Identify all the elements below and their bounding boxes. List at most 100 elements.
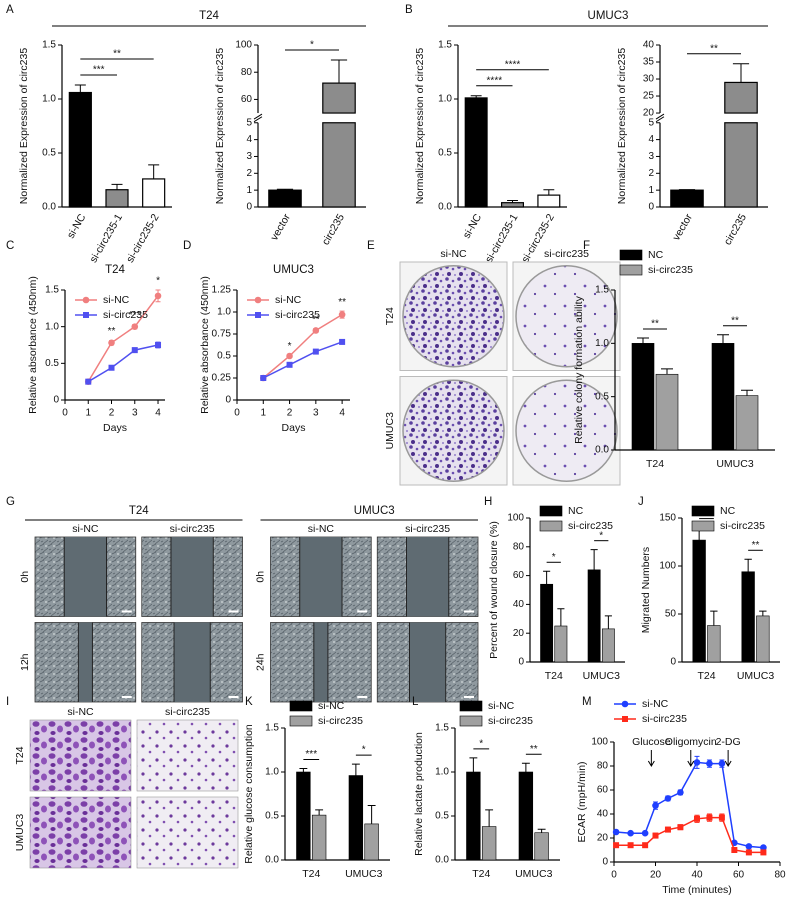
legend-label: si-NC (488, 700, 515, 712)
column-label: si-circ235 (165, 706, 210, 718)
error-bar (485, 809, 494, 827)
y-tick-label: 25 (643, 91, 655, 102)
y-tick-label: 0 (648, 202, 654, 213)
marker (664, 826, 671, 833)
y-tick-label: 5 (648, 117, 654, 128)
y-tick-label: 1.0 (217, 307, 231, 318)
error-bar (717, 334, 729, 344)
y-tick-label: 60 (513, 570, 525, 581)
series-line (87, 344, 159, 383)
legend-swatch (619, 264, 643, 276)
panel-letter: L (412, 696, 419, 708)
bar (296, 771, 311, 861)
y-tick-label: 0.75 (212, 329, 232, 340)
legend-label: si-NC (642, 698, 669, 710)
legend-label: si-NC (103, 294, 130, 306)
x-tick-label: 60 (733, 870, 745, 881)
series-line (262, 313, 343, 379)
x-axis-label: Days (282, 422, 306, 434)
y-tick-label: 0.0 (595, 445, 609, 456)
x-tick-label: 3 (313, 408, 319, 419)
panel-letter: K (245, 696, 253, 708)
y-tick-label: 0.5 (217, 351, 231, 362)
y-tick-label: 1.0 (42, 94, 56, 105)
y-tick-label: 40 (643, 40, 655, 51)
legend-label: si-NC (275, 294, 302, 306)
y-tick-label: 35 (643, 57, 655, 68)
micrograph (29, 719, 132, 792)
y-axis-label: Normalized Expression of circ235 (214, 48, 226, 205)
error-bar (543, 570, 551, 585)
y-axis-label: Relative absorbance (450nm) (27, 276, 39, 414)
legend-label: si-circ235 (103, 309, 148, 321)
panel-letter: F (583, 240, 590, 252)
marker (131, 323, 139, 330)
y-tick-label: 0.5 (265, 811, 279, 822)
marker (155, 342, 162, 348)
legend-swatch (539, 505, 563, 517)
error-bar (469, 757, 478, 772)
x-tick-label: 0 (62, 408, 68, 419)
y-tick-label: 1.0 (45, 321, 59, 332)
y-tick-label: 80 (513, 541, 525, 552)
annotation-arrow (687, 750, 695, 767)
scale-bar (121, 696, 132, 698)
error-bar (330, 59, 348, 84)
bar (348, 775, 364, 861)
y-tick-label: 1.0 (265, 767, 279, 778)
marker (260, 375, 267, 381)
micrograph (136, 719, 239, 792)
bar (466, 771, 481, 861)
significance-label: ** (113, 49, 121, 60)
x-tick-label: 40 (691, 870, 703, 881)
legend-swatch (691, 505, 715, 517)
x-tick-label: 0 (611, 870, 617, 881)
y-tick-label: 20 (643, 108, 655, 119)
y-tick-label: 60 (241, 94, 253, 105)
bar (105, 189, 129, 208)
error-bar (148, 164, 160, 179)
scale-bar (357, 696, 368, 698)
significance-label: * (552, 552, 556, 563)
marker (254, 296, 262, 304)
micrograph-well (515, 379, 618, 482)
marker (706, 760, 713, 767)
error-bar (470, 95, 482, 98)
y-tick-label: 0.25 (212, 373, 232, 384)
bar (756, 615, 770, 663)
bar (537, 194, 561, 208)
panel-letter: H (484, 496, 492, 508)
marker (627, 829, 634, 837)
marker (108, 339, 115, 347)
y-tick-label: 40 (597, 809, 609, 820)
y-tick-label: 1 (246, 185, 252, 196)
x-tick-label: UMUC3 (345, 868, 382, 880)
group-header: T24 (199, 10, 219, 22)
micrograph-well (402, 265, 505, 368)
significance-label: ** (651, 319, 659, 330)
marker (760, 849, 767, 856)
y-tick-label: 0.0 (438, 202, 452, 213)
marker (108, 364, 115, 371)
x-tick-label: 1 (85, 408, 91, 419)
x-tick-label: vector (268, 211, 293, 242)
error-bar (74, 84, 86, 93)
scale-bar (464, 610, 474, 613)
marker (286, 361, 293, 368)
error-bar (637, 337, 649, 344)
x-tick-label: UMUC3 (515, 868, 552, 880)
significance-label: ** (710, 43, 718, 54)
wound-gap (299, 537, 343, 617)
x-tick-label: UMUC3 (583, 670, 620, 682)
y-axis-label: Relative glucose consumption (243, 724, 255, 864)
y-tick-label: 0 (225, 395, 231, 406)
scale-bar (228, 696, 239, 698)
y-tick-label: 0.5 (595, 391, 609, 402)
legend-label: si-NC (318, 700, 345, 712)
legend-label: si-circ235 (275, 309, 320, 321)
bar (741, 571, 755, 663)
y-axis-label: Relative lactate production (413, 732, 425, 856)
micrograph (29, 796, 132, 869)
marker (339, 338, 346, 345)
